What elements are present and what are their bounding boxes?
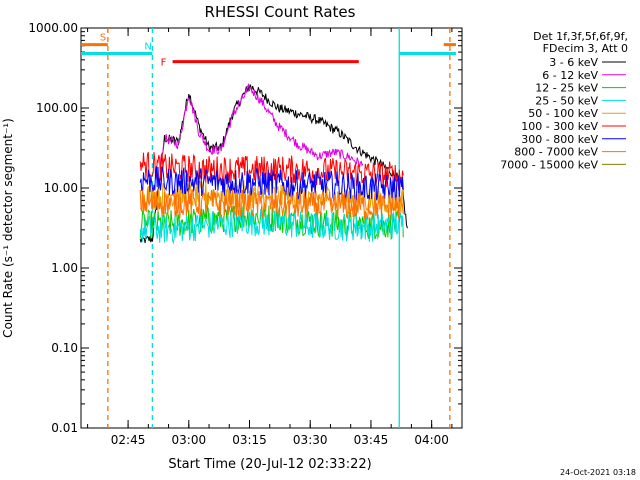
y-axis-label: Count Rate (s⁻¹ detector segment⁻¹) [1, 118, 15, 338]
legend-header-line-2: FDecim 3, Att 0 [543, 42, 628, 55]
y-tick-label: 1.00 [51, 261, 78, 275]
x-tick-label: 03:00 [172, 433, 207, 447]
series-line-5 [139, 152, 404, 191]
y-tick-label: 0.01 [51, 421, 78, 435]
chart-title: RHESSI Count Rates [205, 3, 356, 21]
series-lines [139, 82, 408, 245]
annotation-label-f: F [161, 58, 167, 69]
annotation-label-s: S [100, 33, 106, 44]
series-line-3 [139, 208, 404, 245]
x-tick-label: 03:30 [293, 433, 328, 447]
y-axis: 0.01 0.10 1.00 10.00 100.00 1000.00 [28, 21, 462, 435]
legend-header-line-1: Det 1f,3f,5f,6f,9f, [533, 30, 628, 43]
x-tick-label: 04:00 [414, 433, 449, 447]
series-line-6 [139, 166, 404, 203]
legend-label: 100 - 300 keV [521, 120, 598, 133]
series-line-7 [139, 188, 404, 221]
y-tick-label: 1000.00 [28, 21, 78, 35]
x-axis: 02:45 03:00 03:15 03:30 03:45 04:00 [87, 28, 453, 447]
legend-label: 3 - 6 keV [549, 56, 598, 69]
y-tick-label: 0.10 [51, 341, 78, 355]
series-line-2 [139, 204, 404, 241]
legend-label: 25 - 50 keV [535, 94, 598, 107]
legend-label: 50 - 100 keV [528, 107, 598, 120]
y-tick-label: 100.00 [36, 101, 78, 115]
x-tick-label: 03:15 [232, 433, 267, 447]
x-tick-label: 03:45 [354, 433, 389, 447]
legend-label: 800 - 7000 keV [514, 146, 598, 159]
annotation-label-n: N [144, 42, 151, 53]
x-axis-label: Start Time (20-Jul-12 02:33:22) [168, 457, 371, 472]
plot-frame [80, 27, 463, 429]
legend-label: 12 - 25 keV [535, 82, 598, 95]
generation-timestamp: 24-Oct-2021 03:18 [560, 468, 636, 477]
legend-label: 300 - 800 keV [521, 133, 598, 146]
legend-label: 7000 - 15000 keV [500, 158, 598, 171]
legend-label: 6 - 12 keV [542, 69, 598, 82]
series-line-1 [160, 82, 364, 168]
x-tick-label: 02:45 [111, 433, 146, 447]
y-tick-label: 10.00 [44, 181, 78, 195]
legend: Det 1f,3f,5f,6f,9f, FDecim 3, Att 0 3 - … [500, 30, 628, 171]
